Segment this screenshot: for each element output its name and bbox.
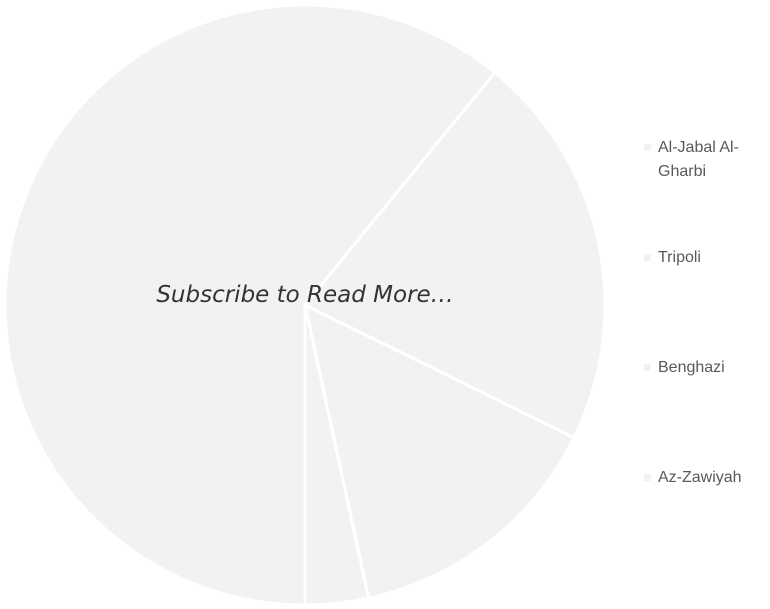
legend-item: Tripoli [644, 246, 768, 270]
legend-label: Tripoli [658, 249, 701, 266]
pie-slice [302, 70, 607, 440]
pie-slice [303, 304, 371, 607]
legend-item: Az-Zawiyah [644, 466, 768, 490]
legend-swatch [644, 254, 651, 261]
chart [3, 3, 607, 607]
overlay-text: Subscribe to Read More… [156, 282, 454, 308]
legend-swatch [644, 144, 651, 151]
legend-item: Al-Jabal Al-Gharbi [644, 136, 768, 184]
legend-label: Az-Zawiyah [658, 469, 742, 486]
pie-slice [3, 3, 497, 607]
legend-label: Al-Jabal Al-Gharbi [658, 139, 739, 180]
legend-swatch [644, 364, 651, 371]
legend-item: Benghazi [644, 356, 768, 380]
legend-label: Benghazi [658, 359, 725, 376]
pie-slice [302, 302, 577, 600]
legend-swatch [644, 474, 651, 481]
